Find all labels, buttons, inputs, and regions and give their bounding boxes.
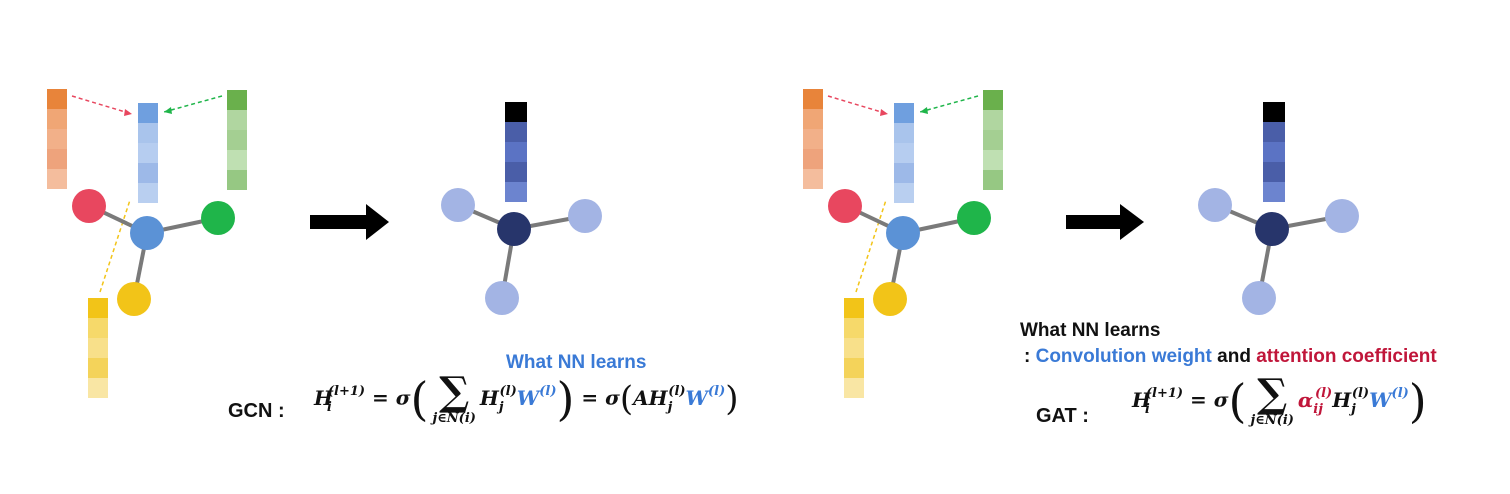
gat-name: GAT : <box>1036 405 1089 427</box>
gcn-learn-label: What NN learns <box>506 352 647 373</box>
yellow-feature-vector <box>88 298 108 398</box>
gat-learn-title: What NN learns <box>1020 320 1161 341</box>
center-feature-vector <box>138 103 158 203</box>
green-message-arrow <box>163 95 223 113</box>
output-feature-vector <box>1263 102 1285 202</box>
gcn-equation: Hi(l+1) = σ(∑ j∈N(i) Hj(l)W(l)) = σ(AHj(l)… <box>314 368 739 427</box>
gat-learn-detail: : Convolution weight and attention coeff… <box>1024 346 1437 367</box>
orange-message-arrow <box>71 95 133 115</box>
orange-feature-vector <box>47 89 67 189</box>
yellow-message-arrow <box>99 199 131 293</box>
gcn-input-graph <box>47 89 247 398</box>
output-feature-vector <box>505 102 527 202</box>
transform-arrow-right <box>1066 204 1144 240</box>
orange-feature-vector <box>803 89 823 189</box>
green-feature-vector <box>227 90 247 190</box>
yellow-neighbor-node <box>117 282 151 316</box>
gcn-output-graph <box>441 102 602 315</box>
gat-output-graph <box>1198 102 1359 315</box>
gat-input-graph <box>803 89 1003 398</box>
updated-center-node <box>497 212 531 246</box>
gcn-name: GCN : <box>228 400 285 422</box>
center-node <box>886 216 920 250</box>
gat-conv-weight: Convolution weight <box>1035 346 1212 367</box>
gat-equation: Hi(l+1) = σ(∑ j∈N(i) αij(l)Hj(l)W(l)) <box>1132 370 1427 429</box>
yellow-feature-vector <box>844 298 864 398</box>
green-feature-vector <box>983 90 1003 190</box>
red-neighbor-node <box>72 189 106 223</box>
transform-arrow-left <box>310 204 389 240</box>
green-neighbor-node <box>201 201 235 235</box>
gat-attn-coef: attention coefficient <box>1256 346 1437 367</box>
center-node <box>130 216 164 250</box>
center-feature-vector <box>894 103 914 203</box>
updated-center-node <box>1255 212 1289 246</box>
